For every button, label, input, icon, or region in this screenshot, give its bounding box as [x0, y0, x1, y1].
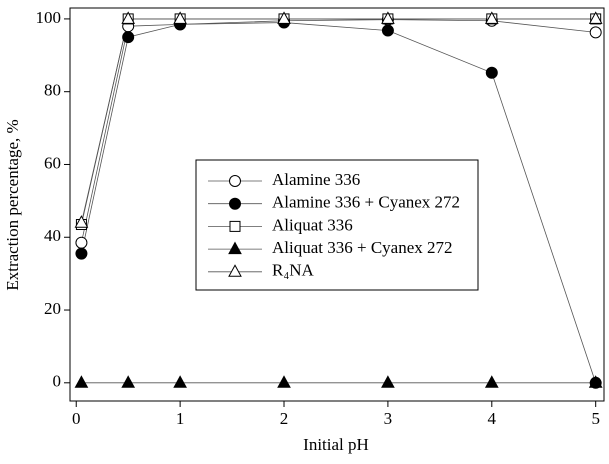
marker: [381, 24, 394, 37]
legend-label: R₄NA: [272, 261, 315, 280]
legend-box: [195, 159, 479, 291]
plot-frame: [69, 7, 605, 402]
legend-marker: [228, 241, 242, 255]
marker: [277, 375, 291, 388]
y-tick-label: 100: [36, 8, 62, 27]
legend-marker: [229, 220, 241, 232]
x-axis-label: Initial pH: [303, 435, 369, 454]
legend-marker: [229, 197, 241, 210]
legend-marker: [228, 264, 242, 277]
x-tick-label: 1: [176, 409, 185, 428]
legend-marker: [229, 175, 241, 187]
marker: [381, 11, 395, 24]
legend-label: Aliquat 336 + Cyanex 272: [272, 238, 453, 257]
marker: [485, 66, 498, 79]
marker: [173, 11, 187, 24]
x-tick-label: 0: [72, 409, 81, 428]
marker: [588, 11, 603, 24]
x-tick-label: 4: [488, 409, 497, 428]
y-tick-label: 20: [44, 299, 61, 318]
marker: [381, 375, 395, 388]
legend-label: Alamine 336 + Cyanex 272: [272, 193, 460, 212]
marker: [484, 375, 499, 388]
y-tick-label: 80: [44, 81, 61, 100]
marker: [74, 215, 89, 228]
marker: [589, 26, 602, 39]
marker: [121, 375, 136, 388]
y-tick-label: 40: [44, 226, 61, 245]
x-tick-label: 5: [591, 409, 600, 428]
marker: [588, 375, 603, 388]
y-tick-label: 60: [44, 153, 61, 172]
marker: [75, 236, 88, 249]
y-axis-label: Extraction percentage, %: [3, 119, 22, 290]
x-tick-label: 2: [280, 409, 289, 428]
y-tick-label: 0: [53, 372, 62, 391]
x-tick-label: 3: [384, 409, 393, 428]
marker: [75, 247, 88, 260]
marker: [122, 31, 135, 44]
marker: [173, 375, 187, 388]
marker: [484, 11, 499, 24]
legend-label: Alamine 336: [272, 170, 360, 189]
marker: [121, 11, 136, 24]
marker: [74, 375, 89, 388]
legend-label: Aliquat 336: [272, 215, 353, 234]
marker: [277, 11, 291, 24]
